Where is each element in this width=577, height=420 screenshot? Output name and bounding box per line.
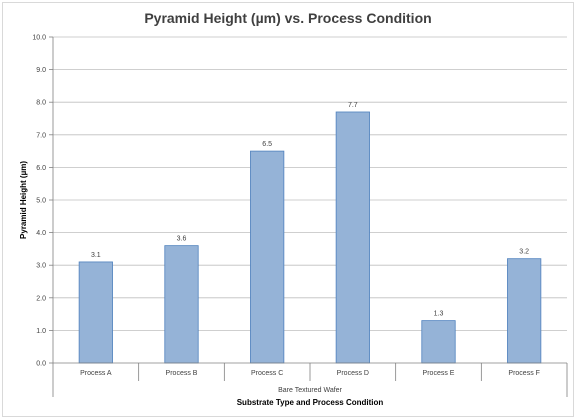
bar — [421, 320, 456, 364]
group-label: Bare Textured Wafer — [278, 387, 342, 394]
bar — [164, 245, 199, 364]
y-tick-label: 2.0 — [36, 295, 46, 302]
x-tick-label: Process A — [80, 370, 112, 377]
data-label: 3.1 — [91, 252, 101, 259]
bar — [250, 150, 285, 364]
y-axis-ticks: 0.0 1.0 2.0 3.0 4.0 5.0 6.0 7.0 8.0 9.0 10.0 — [32, 35, 53, 368]
y-tick-label: 9.0 — [36, 67, 46, 74]
y-axis-title: Pyramid Height (µm) — [19, 161, 28, 239]
y-tick-label: 10.0 — [32, 35, 46, 42]
data-label: 7.7 — [348, 102, 358, 109]
bar — [507, 258, 542, 364]
y-tick-label: 7.0 — [36, 132, 46, 139]
bar — [335, 111, 370, 364]
x-axis-title: Substrate Type and Process Condition — [237, 398, 384, 407]
data-label: 3.2 — [519, 249, 529, 256]
x-tick-label: Process E — [423, 370, 455, 377]
y-tick-label: 0.0 — [36, 361, 46, 368]
y-tick-label: 8.0 — [36, 100, 46, 107]
x-tick-label: Process C — [251, 370, 283, 377]
y-tick-label: 6.0 — [36, 165, 46, 172]
y-tick-label: 1.0 — [36, 328, 46, 335]
bar — [78, 261, 113, 364]
y-tick-label: 4.0 — [36, 230, 46, 237]
data-label: 3.6 — [177, 236, 187, 243]
gridlines — [53, 36, 567, 331]
x-tick-label: Process D — [337, 370, 369, 377]
data-label: 1.3 — [434, 311, 444, 318]
bars — [78, 111, 542, 364]
y-tick-label: 3.0 — [36, 263, 46, 270]
y-tick-label: 5.0 — [36, 198, 46, 205]
x-tick-label: Process B — [166, 370, 198, 377]
data-label: 6.5 — [262, 141, 272, 148]
chart-title: Pyramid Height (µm) vs. Process Conditio… — [144, 10, 431, 26]
x-tick-label: Process F — [508, 370, 540, 377]
x-axis: Process A Process B Process C Process D Proc… — [52, 37, 568, 397]
data-labels: 3.1 3.6 6.5 7.7 1.3 3.2 — [91, 102, 529, 318]
